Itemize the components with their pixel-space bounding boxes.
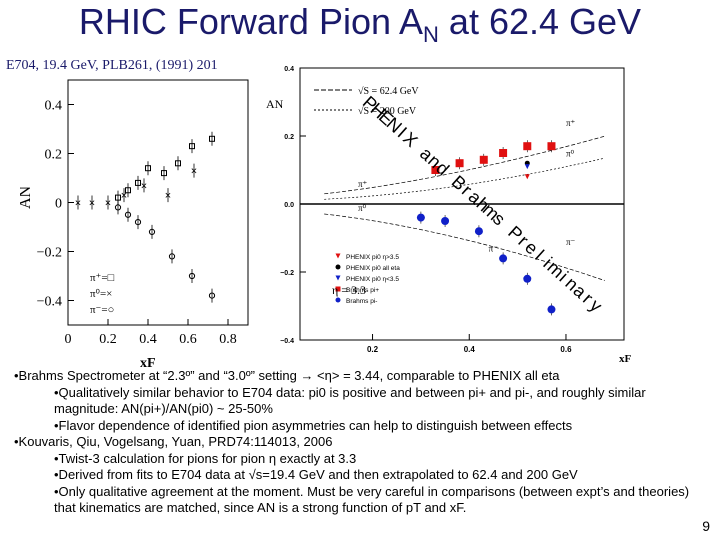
x-tick-label: 0.2 [99,332,117,347]
x-tick-label: 0.4 [464,345,476,354]
data-point [524,164,530,170]
x-tick-label: 0.2 [367,345,379,354]
data-point [524,174,530,180]
marker-legend-label: PHENIX pi0 all eta [346,265,400,272]
data-point [431,166,440,174]
y-axis-label: AN [266,97,284,111]
x-tick-label: 0.6 [179,332,197,347]
reference-citation: E704, 19.4 GeV, PLB261, (1991) 201 [6,58,218,73]
marker-legend-symbol [335,286,341,292]
pi-minus-point [124,211,132,218]
data-point [499,149,508,157]
y-tick-label: −0.4 [37,295,62,310]
pi-minus-point [208,292,216,299]
slide-title: RHIC Forward Pion AN at 62.4 GeV [78,1,642,48]
pi-plus-point [189,143,195,150]
marker-legend-symbol [335,275,341,281]
y-tick-label: 0.2 [45,148,63,163]
marker-legend-label: PHENIX pi0 η<3.5 [346,276,399,283]
y-tick-label: 0.4 [45,99,63,114]
pi-plus-point [135,179,141,186]
pi-plus-point [145,165,151,172]
marker-legend-label: PHENIX pi0 η>3.5 [346,254,399,261]
x-tick-label: 0.4 [139,332,157,347]
curve-label: π⁺ [566,118,576,128]
pi-minus-point [168,253,176,260]
data-point [416,213,425,222]
legend-entry: π⁺=□ [90,272,115,284]
bullet-item: •Qualitatively similar behavior to E704 … [54,384,646,417]
data-point [523,274,532,283]
pi-plus-point [209,135,215,142]
y-tick-label: 0.2 [284,134,294,141]
pi-zero-point: × [141,180,147,192]
data-point [455,159,464,168]
pi-plus-point [115,194,121,201]
bullet-item: •Flavor dependence of identified pion as… [54,417,573,433]
curve-label: π⁺ [358,179,368,189]
pi-zero-point: × [105,198,111,210]
bullet-item: •Derived from fits to E704 data at √s=19… [54,467,578,482]
pi-zero-point: × [121,190,127,202]
x-axis-label: xF [140,356,156,371]
data-point [523,142,532,151]
marker-legend-symbol [335,297,341,303]
y-tick-label: 0.0 [284,202,294,209]
marker-legend-symbol [335,253,341,259]
y-tick-label: 0 [55,197,62,212]
bullet-item: •Twist-3 calculation for pions for pion … [54,450,357,466]
pi-minus-point [134,219,142,226]
eta-label: η = 3.3 [332,283,366,297]
marker-legend-label: Brahms pi+ [346,287,379,294]
page-number: 9 [702,518,710,534]
legend-entry: π⁻=○ [90,304,114,316]
data-point [547,305,556,314]
theory-curve-pi-zero [324,157,605,200]
bullet-item: •Only qualitative agreement at the momen… [54,483,690,516]
marker-legend-symbol [335,264,341,270]
data-point [547,142,556,151]
x-tick-label: 0.6 [560,345,572,354]
phenix-brahms-plot: 0.4 0.2 0.0 −0.2 −0.4 0.2 0.4 0.6 √S = 62.4 GeV √… [262,60,642,370]
curve-label: π⁻ [489,244,499,254]
data-point [441,217,450,225]
data-point [474,227,483,236]
x-axis-label: xF [619,353,632,365]
curve-legend-label: √S = 62.4 GeV [358,86,419,97]
y-tick-label: 0.4 [284,66,294,73]
pi-zero-point: × [89,198,95,210]
x-tick-label: 0.8 [219,332,237,347]
pi-plus-point [175,160,181,167]
pi-zero-point: × [165,190,171,202]
pi-zero-point: × [191,166,197,178]
curve-legend-label: √S = 200 GeV [358,106,417,117]
y-tick-label: −0.4 [280,338,294,345]
marker-legend-label: Brahms pi- [346,298,377,305]
curve-label: π⁰ [358,203,367,213]
pi-minus-point [148,228,156,235]
bullet-list: •Brahms Spectrometer at “2.3º” and “3.0º… [6,368,696,517]
pi-plus-point [161,170,167,177]
bullet-item: •Kouvaris, Qiu, Vogelsang, Yuan, PRD74:1… [14,434,333,449]
data-point [479,155,488,164]
pi-zero-point: × [75,198,81,210]
y-tick-label: −0.2 [280,270,294,277]
legend-entry: π⁰=× [90,288,112,300]
e704-plot: 0.4 0.2 0 −0.2 −0.4 0 0.2 0.4 0.6 0.8 × × × × × × × π⁺=□ π… [20,75,260,375]
y-axis-label: AN [20,185,34,209]
y-tick-label: −0.2 [37,246,62,261]
pi-minus-point [114,204,122,211]
bullet-item: •Brahms Spectrometer at “2.3º” and “3.0º… [14,368,560,383]
pi-minus-point [188,272,196,280]
curve-label: π⁻ [566,237,576,247]
curve-label: π⁰ [566,148,575,158]
x-tick-label: 0 [65,332,72,347]
pi-plus-point [125,187,131,194]
data-point [499,254,508,263]
